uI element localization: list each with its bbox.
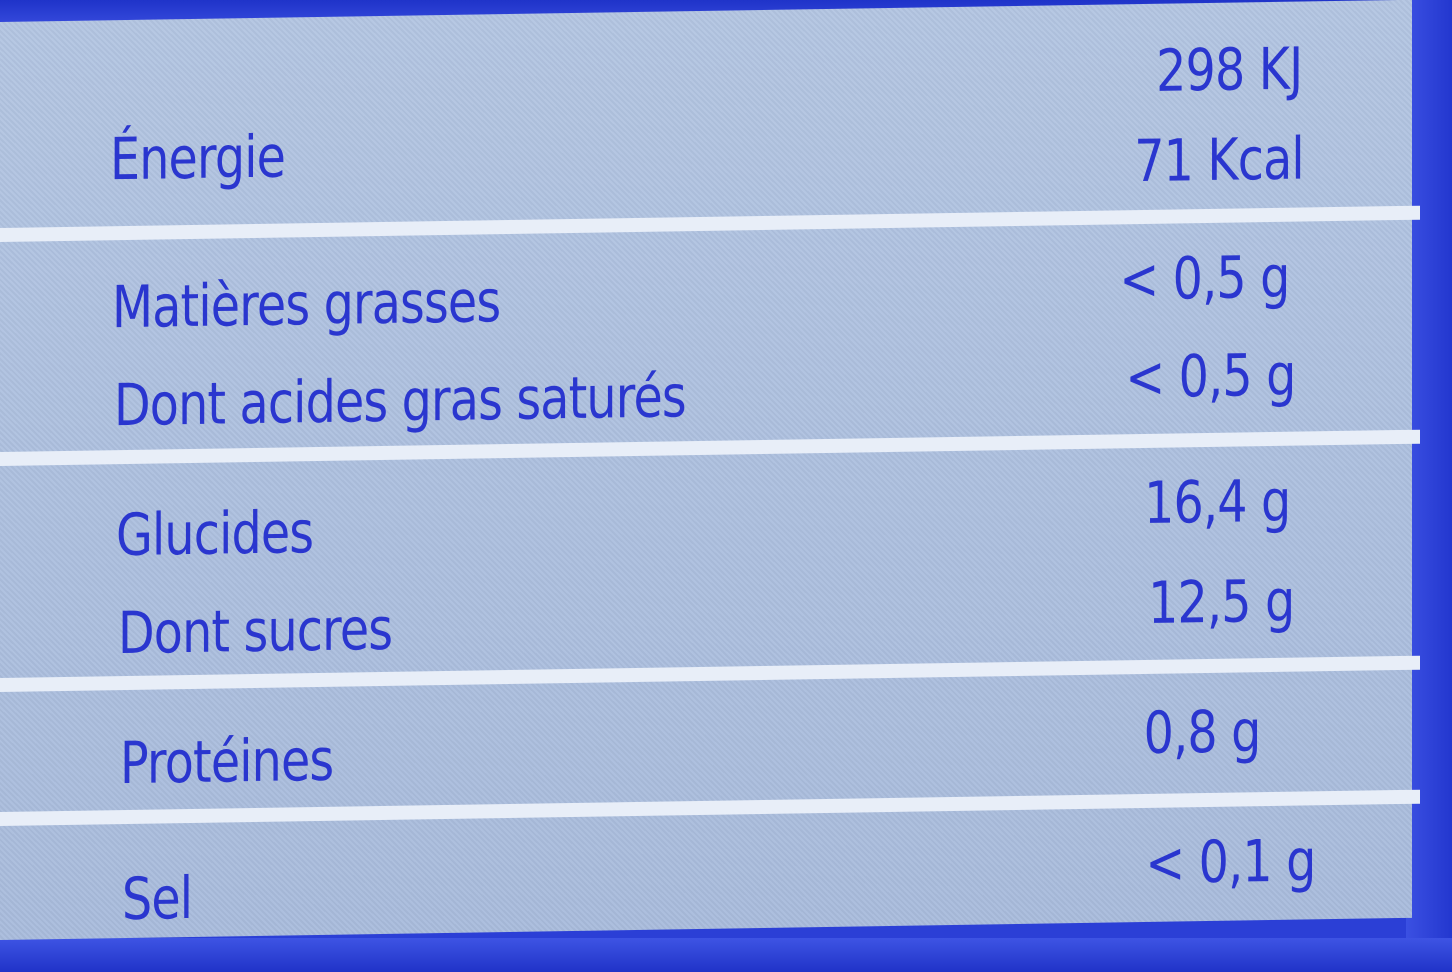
salt-value: < 0,1 g [1145, 826, 1316, 897]
saturated-fat-value: < 0,5 g [1125, 340, 1296, 412]
sugars-value: 12,5 g [1147, 566, 1294, 637]
energy-kcal-value: 71 Kcal [1134, 124, 1304, 196]
package-frame-right [1406, 0, 1452, 972]
energy-label: Énergie [110, 122, 286, 194]
salt-label: Sel [122, 863, 193, 934]
package-frame-bottom [0, 938, 1452, 972]
nutrition-table: Énergie 298 KJ 71 Kcal Matières grasses … [0, 0, 1420, 940]
divider-1 [0, 205, 1420, 242]
saturated-fat-label: Dont acides gras saturés [114, 362, 686, 440]
energy-kj-value: 298 KJ [1155, 34, 1302, 105]
protein-value: 0,8 g [1143, 697, 1260, 768]
protein-label: Protéines [120, 725, 334, 798]
carbohydrates-label: Glucides [116, 498, 314, 570]
sugars-label: Dont sucres [118, 594, 393, 668]
fat-value: < 0,5 g [1119, 242, 1290, 314]
carbohydrates-value: 16,4 g [1143, 466, 1290, 538]
fat-label: Matières grasses [112, 267, 501, 342]
